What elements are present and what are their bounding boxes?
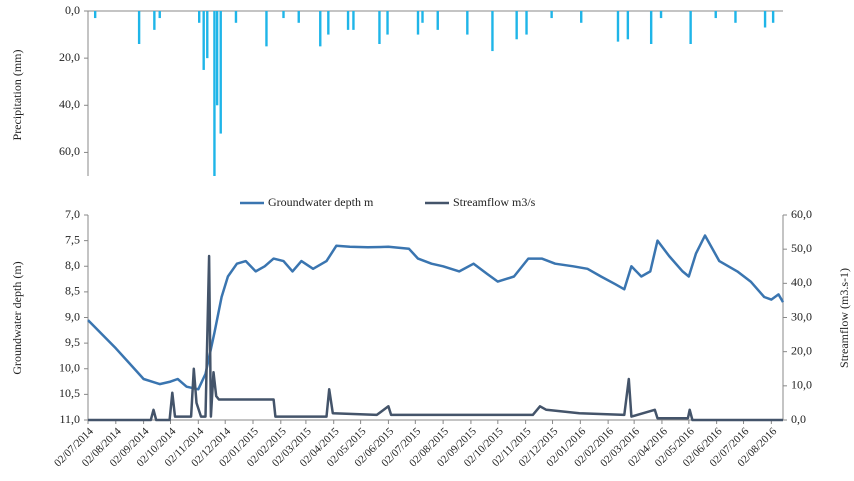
bar <box>689 11 692 44</box>
bar <box>158 11 161 19</box>
y2-tick-label: 0,0 <box>791 412 806 426</box>
bar <box>153 11 156 30</box>
bar <box>616 11 620 42</box>
bar <box>198 11 201 23</box>
bar <box>346 11 350 30</box>
y2-tick-label: 50,0 <box>791 241 812 255</box>
y-tick-label: 11,0 <box>59 412 80 426</box>
y-tick-label: 8,5 <box>65 284 80 298</box>
y-tick-label: 7,5 <box>65 232 80 246</box>
bar <box>436 11 439 30</box>
legend-label: Groundwater depth m <box>268 195 374 209</box>
y-tick-label: 9,0 <box>65 309 80 323</box>
y2-tick-label: 60,0 <box>791 207 812 221</box>
y-tick-label: 9,5 <box>65 335 80 349</box>
bar <box>352 11 355 30</box>
bar <box>515 11 518 40</box>
bar <box>206 11 209 59</box>
bar <box>550 11 553 19</box>
bar <box>525 11 528 35</box>
bar <box>282 11 285 19</box>
y2-tick-label: 40,0 <box>791 275 812 289</box>
bar <box>626 11 630 40</box>
y-axis-title: Groundwater depth (m) <box>10 261 24 374</box>
y2-tick-label: 20,0 <box>791 343 812 357</box>
line <box>88 254 783 422</box>
bar <box>416 11 420 35</box>
y-tick-label: 60,0 <box>59 144 80 158</box>
bar <box>659 11 663 19</box>
bar <box>580 11 583 23</box>
bar <box>421 11 424 23</box>
bar <box>771 11 775 23</box>
legend-label: Streamflow m3/s <box>453 195 536 209</box>
bar <box>213 11 216 176</box>
y2-tick-label: 30,0 <box>791 309 812 323</box>
bar <box>202 11 205 70</box>
y2-axis-title: Streamflow (m3.s-1) <box>837 268 851 368</box>
bar <box>649 11 653 44</box>
y-tick-label: 8,0 <box>65 258 80 272</box>
y2-tick-label: 10,0 <box>791 378 812 392</box>
bar <box>327 11 330 35</box>
bar <box>386 11 389 35</box>
bar <box>215 11 219 106</box>
bar <box>491 11 494 52</box>
y-tick-label: 10,0 <box>59 361 80 375</box>
y-tick-label: 10,5 <box>59 386 80 400</box>
bar <box>466 11 469 35</box>
bar <box>297 11 300 23</box>
y-tick-label: 0,0 <box>65 3 80 17</box>
bar <box>137 11 141 44</box>
bar <box>234 11 238 23</box>
bar <box>319 11 322 47</box>
bar <box>93 11 97 19</box>
bar <box>265 11 268 47</box>
y-tick-label: 20,0 <box>59 50 80 64</box>
y-tick-label: 7,0 <box>65 207 80 221</box>
bar <box>714 11 717 19</box>
line <box>87 234 785 391</box>
bar <box>734 11 737 23</box>
bar <box>378 11 381 44</box>
bar <box>763 11 767 28</box>
bar <box>219 11 222 134</box>
y-axis-title: Precipitation (mm) <box>10 50 24 141</box>
y-tick-label: 40,0 <box>59 97 80 111</box>
